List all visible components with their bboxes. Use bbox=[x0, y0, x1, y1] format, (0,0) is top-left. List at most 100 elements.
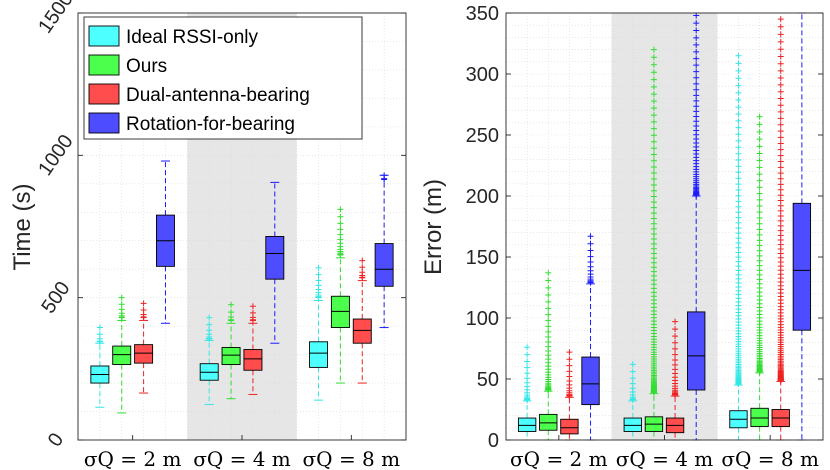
outlier-point bbox=[206, 327, 213, 334]
outlier-point bbox=[735, 175, 742, 182]
box-dual-antenna-bearing bbox=[352, 257, 372, 384]
outlier-point bbox=[228, 301, 235, 308]
box-body bbox=[309, 341, 329, 368]
outlier-point bbox=[777, 23, 784, 30]
outlier-point bbox=[228, 309, 235, 316]
outlier-point bbox=[545, 328, 552, 335]
outlier-point bbox=[777, 202, 784, 209]
box-ideal-rssi-only bbox=[199, 314, 219, 405]
outlier-point bbox=[206, 314, 213, 321]
outlier-point bbox=[756, 113, 763, 120]
outlier-point bbox=[650, 210, 657, 217]
outlier-point bbox=[735, 169, 742, 176]
outlier-point bbox=[672, 339, 679, 346]
outlier-point bbox=[693, 108, 700, 115]
box-rotation-for-bearing bbox=[581, 233, 600, 441]
outlier-point bbox=[777, 53, 784, 60]
outlier-point bbox=[587, 240, 594, 247]
legend-entry: Dual-antenna-bearing bbox=[126, 85, 310, 106]
outlier-point bbox=[756, 242, 763, 249]
outlier-point bbox=[650, 125, 657, 132]
x-category-label: σQ = 4 m bbox=[193, 447, 291, 470]
x-category-label: σQ = 4 m bbox=[616, 447, 714, 470]
y-tick-label: 250 bbox=[466, 125, 499, 147]
outlier-point bbox=[140, 307, 147, 314]
box-dual-antenna-bearing bbox=[560, 349, 579, 441]
outlier-point bbox=[756, 190, 763, 197]
outlier-point bbox=[545, 292, 552, 299]
box-rotation-for-bearing bbox=[265, 181, 285, 344]
outlier-point bbox=[650, 98, 657, 105]
outlier-point bbox=[777, 152, 784, 159]
outlier-point bbox=[777, 170, 784, 177]
outlier-point bbox=[693, 48, 700, 55]
legend-swatch bbox=[88, 112, 120, 134]
outlier-point bbox=[777, 146, 784, 153]
box-dual-antenna-bearing bbox=[771, 16, 790, 441]
box-body bbox=[243, 349, 263, 371]
outlier-point bbox=[777, 181, 784, 188]
error-boxplot-panel: 0 50 100 150 200 250 300 350 σQ = 2 m σQ = 4 m σQ … bbox=[420, 3, 824, 470]
outlier-point bbox=[524, 364, 531, 371]
y-axis-label: Error (m) bbox=[420, 179, 447, 275]
outlier-point bbox=[777, 16, 784, 23]
box-ideal-rssi-only bbox=[623, 361, 642, 441]
outlier-point bbox=[650, 46, 657, 53]
outlier-point bbox=[545, 311, 552, 318]
outlier-point bbox=[650, 225, 657, 232]
outlier-point bbox=[693, 27, 700, 34]
outlier-point bbox=[650, 215, 657, 222]
outlier-point bbox=[735, 97, 742, 104]
box-body bbox=[623, 417, 642, 432]
outlier-point bbox=[359, 257, 366, 264]
outlier-point bbox=[777, 31, 784, 38]
y-tick-label: 0 bbox=[488, 430, 499, 452]
box-body bbox=[792, 202, 812, 331]
outlier-point bbox=[735, 198, 742, 205]
outlier-point bbox=[693, 103, 700, 110]
outlier-point bbox=[587, 233, 594, 240]
outlier-point bbox=[777, 207, 784, 214]
outlier-point bbox=[545, 323, 552, 330]
outlier-point bbox=[118, 301, 125, 308]
outlier-point bbox=[650, 151, 657, 158]
outlier-point bbox=[735, 225, 742, 232]
outlier-point bbox=[756, 184, 763, 191]
outlier-point bbox=[545, 298, 552, 305]
box-ours bbox=[221, 301, 241, 400]
outlier-point bbox=[566, 356, 573, 363]
outlier-point bbox=[524, 344, 531, 351]
outlier-point bbox=[140, 300, 147, 307]
box-body bbox=[560, 418, 579, 435]
legend-swatch bbox=[88, 25, 120, 47]
outlier-point bbox=[756, 226, 763, 233]
outlier-point bbox=[735, 60, 742, 67]
outlier-point bbox=[629, 361, 636, 368]
outlier-point bbox=[650, 132, 657, 139]
outlier-point bbox=[756, 196, 763, 203]
x-category-label: σQ = 2 m bbox=[84, 447, 182, 470]
outlier-point bbox=[587, 253, 594, 260]
box-ours bbox=[330, 206, 350, 384]
outlier-point bbox=[337, 213, 344, 220]
outlier-point bbox=[650, 83, 657, 90]
outlier-point bbox=[650, 187, 657, 194]
outlier-point bbox=[756, 252, 763, 259]
outlier-point bbox=[693, 74, 700, 81]
outlier-point bbox=[650, 163, 657, 170]
outlier-point bbox=[735, 137, 742, 144]
outlier-point bbox=[96, 331, 103, 338]
outlier-point bbox=[650, 138, 657, 145]
box-ours bbox=[112, 294, 132, 414]
outlier-point bbox=[693, 86, 700, 93]
outlier-point bbox=[524, 375, 531, 382]
outlier-point bbox=[545, 334, 552, 341]
outlier-point bbox=[735, 181, 742, 188]
outlier-point bbox=[650, 235, 657, 242]
outlier-point bbox=[756, 157, 763, 164]
outlier-point bbox=[735, 124, 742, 131]
outlier-point bbox=[693, 62, 700, 69]
outlier-point bbox=[337, 220, 344, 227]
outlier-point bbox=[206, 321, 213, 328]
